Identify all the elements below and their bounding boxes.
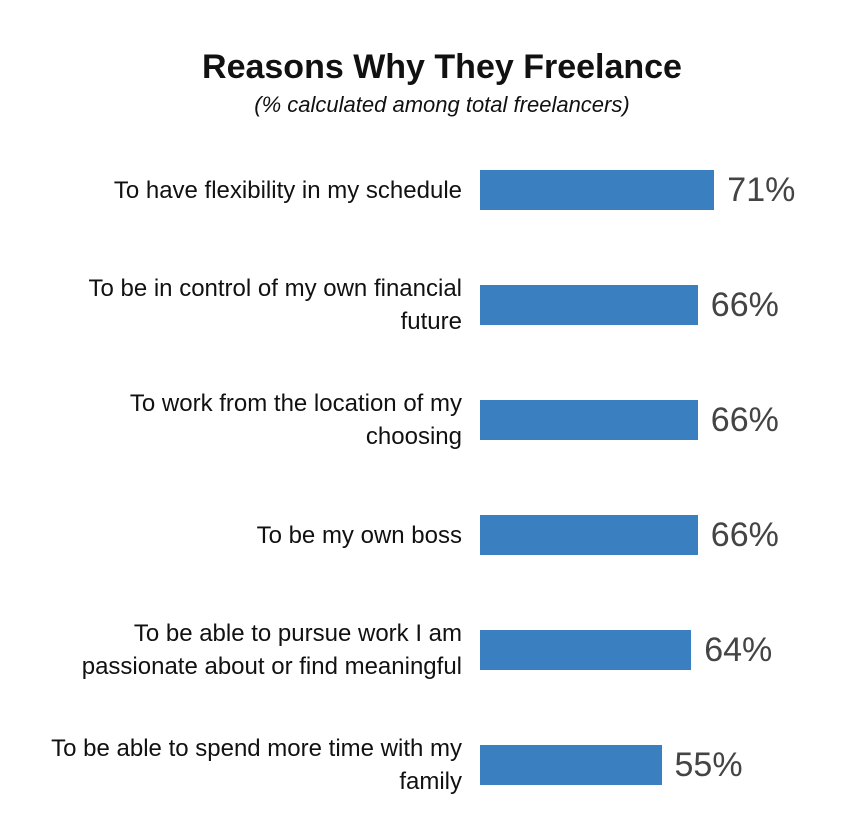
bar <box>480 630 692 670</box>
bar <box>480 170 715 210</box>
category-label: To be able to spend more time with my fa… <box>51 735 462 795</box>
value-label: 64% <box>704 631 773 669</box>
category-label: To work from the location of my choosing <box>129 390 462 450</box>
value-label: 66% <box>710 401 779 439</box>
bar <box>480 745 662 785</box>
category-label: To be in control of my own financial fut… <box>88 275 462 335</box>
bar <box>480 285 698 325</box>
value-label: 55% <box>674 746 743 784</box>
bar <box>480 400 698 440</box>
category-label: To be able to pursue work I am passionat… <box>81 620 462 680</box>
category-label: To have flexibility in my schedule <box>113 176 462 204</box>
value-label: 71% <box>727 171 796 209</box>
value-label: 66% <box>710 516 779 554</box>
chart-title: Reasons Why They Freelance <box>202 48 682 86</box>
chart-subtitle: (% calculated among total freelancers) <box>254 92 630 117</box>
category-label: To be my own boss <box>256 521 462 549</box>
value-label: 66% <box>710 286 779 324</box>
bar <box>480 515 698 555</box>
